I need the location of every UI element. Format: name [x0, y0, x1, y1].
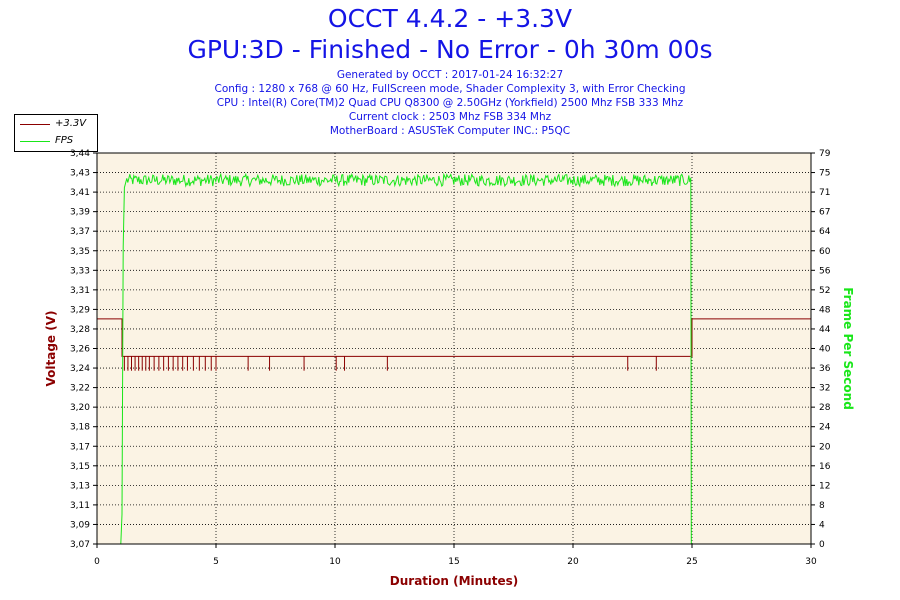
- y-right-tick-label: 28: [819, 403, 831, 413]
- y-left-tick-label: 3,29: [70, 305, 90, 315]
- y-right-tick-label: 48: [819, 305, 831, 315]
- voltage-line: [97, 318, 811, 357]
- y-right-tick-label: 40: [819, 345, 831, 355]
- y-left-tick-label: 3,24: [70, 364, 90, 374]
- info-cpu: CPU : Intel(R) Core(TM)2 Quad CPU Q8300 …: [216, 97, 684, 109]
- x-tick-label: 10: [329, 557, 341, 567]
- x-tick-label: 25: [686, 557, 697, 567]
- info-config: Config : 1280 x 768 @ 60 Hz, FullScreen …: [214, 83, 686, 95]
- info-generated: Generated by OCCT : 2017-01-24 16:32:27: [336, 69, 564, 81]
- y-right-tick-label: 64: [819, 227, 831, 237]
- y-right-tick-label: 4: [819, 520, 825, 530]
- y-right-tick-label: 44: [819, 325, 831, 335]
- y-left-tick-label: 3,26: [70, 345, 90, 355]
- y-axis-left-label: Voltage (V): [44, 311, 58, 387]
- y-right-tick-label: 75: [819, 169, 830, 179]
- y-right-tick-label: 67: [819, 208, 830, 218]
- y-right-tick-label: 52: [819, 286, 830, 296]
- x-tick-label: 30: [805, 557, 817, 567]
- y-left-tick-label: 3,33: [70, 266, 90, 276]
- y-left-tick-label: 3,39: [70, 208, 90, 218]
- y-left-tick-label: 3,31: [70, 286, 90, 296]
- x-tick-label: 20: [567, 557, 579, 567]
- y-left-tick-label: 3,20: [70, 403, 90, 413]
- y-left-tick-label: 3,44: [70, 149, 90, 159]
- chart-subtitle: GPU:3D - Finished - No Error - 0h 30m 00…: [187, 35, 713, 64]
- y-right-tick-label: 71: [819, 188, 830, 198]
- y-right-tick-label: 0: [819, 540, 825, 550]
- y-left-tick-label: 3,22: [70, 384, 90, 394]
- y-right-tick-label: 36: [819, 364, 831, 374]
- y-left-tick-label: 3,35: [70, 247, 90, 257]
- legend-label-fps: FPS: [55, 135, 74, 146]
- legend-swatch-fps: [20, 141, 50, 142]
- y-right-tick-label: 56: [819, 266, 831, 276]
- y-left-tick-label: 3,09: [70, 520, 90, 530]
- info-motherboard: MotherBoard : ASUSTeK Computer INC.: P5Q…: [329, 125, 571, 137]
- y-left-tick-label: 3,28: [70, 325, 90, 335]
- y-right-tick-label: 24: [819, 423, 831, 433]
- y-right-tick-label: 16: [819, 462, 831, 472]
- y-left-tick-label: 3,13: [70, 481, 90, 491]
- fps-line: [120, 172, 692, 545]
- y-left-tick-label: 3,11: [70, 501, 90, 511]
- y-right-tick-label: 20: [819, 442, 831, 452]
- legend-item-fps: FPS: [15, 134, 97, 148]
- legend-swatch-voltage: [20, 124, 50, 125]
- y-left-tick-label: 3,07: [70, 540, 90, 550]
- y-left-tick-label: 3,41: [70, 188, 90, 198]
- chart-title: OCCT 4.4.2 - +3.3V: [327, 4, 573, 33]
- x-axis-label: Duration (Minutes): [390, 574, 518, 588]
- y-axis-right-label: Frame Per Second: [841, 287, 855, 410]
- x-tick-label: 0: [94, 557, 100, 567]
- y-right-tick-label: 12: [819, 481, 830, 491]
- y-right-tick-label: 60: [819, 247, 831, 257]
- y-right-tick-label: 8: [819, 501, 825, 511]
- y-left-tick-label: 3,15: [70, 462, 90, 472]
- info-clock: Current clock : 2503 Mhz FSB 334 Mhz: [348, 111, 552, 123]
- legend-item-voltage: +3.3V: [15, 117, 97, 131]
- x-tick-label: 15: [448, 557, 459, 567]
- legend: +3.3V FPS: [14, 114, 98, 152]
- y-right-tick-label: 32: [819, 384, 830, 394]
- fps-series: [120, 172, 692, 545]
- plot-frame: [96, 152, 812, 545]
- legend-label-voltage: +3.3V: [55, 118, 87, 129]
- y-left-tick-label: 3,43: [70, 169, 90, 179]
- y-left-tick-label: 3,37: [70, 227, 90, 237]
- x-tick-label: 5: [213, 557, 219, 567]
- voltage-series: [97, 318, 811, 371]
- axes: 3,07 0 3,09 4 3,11 8 3,13 12 3,15 16 3,17 20 3,18 24 3…: [70, 149, 831, 567]
- y-left-tick-label: 3,18: [70, 423, 90, 433]
- y-right-tick-label: 79: [819, 149, 831, 159]
- y-left-tick-label: 3,17: [70, 442, 90, 452]
